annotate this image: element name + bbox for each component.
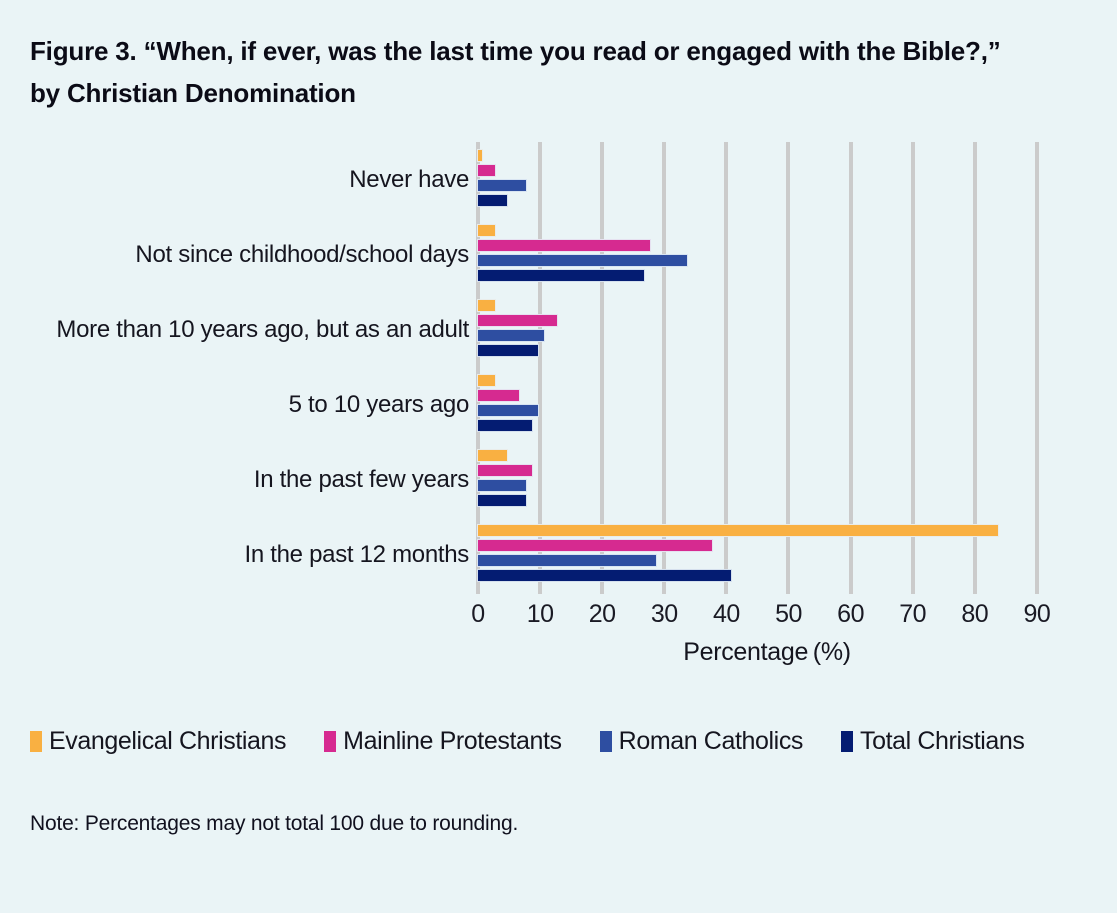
bar-mainline-protestants xyxy=(477,239,651,253)
bar-evangelical-christians xyxy=(477,449,509,463)
category-label: Not since childhood/school days xyxy=(135,240,469,268)
bar-group xyxy=(477,517,1057,592)
bar-mainline-protestants xyxy=(477,164,496,178)
bar-group xyxy=(477,142,1057,217)
figure-title: Figure 3. “When, if ever, was the last t… xyxy=(30,36,1001,109)
tick-label: 80 xyxy=(961,600,989,629)
bar-evangelical-christians xyxy=(477,374,496,388)
bar-mainline-protestants xyxy=(477,389,521,403)
category-label: Never have xyxy=(349,165,469,193)
category-label: More than 10 years ago, but as an adult xyxy=(56,315,469,343)
gridline xyxy=(724,142,729,595)
bar-roman-catholics xyxy=(477,554,658,568)
legend-label: Roman Catholics xyxy=(618,727,804,756)
tick-label: 40 xyxy=(712,600,740,629)
legend-swatch-icon xyxy=(30,731,42,753)
tick-label: 0 xyxy=(471,600,485,629)
gridline xyxy=(538,142,543,595)
tick-label: 70 xyxy=(899,600,927,629)
bar-roman-catholics xyxy=(477,479,527,493)
category-label: In the past 12 months xyxy=(244,540,469,568)
category-labels: Never have Not since childhood/school day… xyxy=(0,142,477,594)
bar-group xyxy=(477,217,1057,292)
bar-group xyxy=(477,367,1057,442)
tick-label: 60 xyxy=(837,600,864,629)
x-axis-ticks: 0 10 20 30 40 50 60 70 80 90 xyxy=(471,594,1057,630)
bar-roman-catholics xyxy=(477,404,540,418)
legend-item-roman-catholics: Roman Catholics xyxy=(599,727,804,756)
bar-total-christians xyxy=(477,194,509,208)
footnote: Note: Percentages may not total 100 due … xyxy=(30,812,519,836)
bar-evangelical-christians xyxy=(477,149,484,163)
plot-area xyxy=(476,142,1057,595)
legend-label: Total Christians xyxy=(860,727,1025,756)
bar-evangelical-christians xyxy=(477,224,496,238)
gridline xyxy=(1034,142,1039,595)
legend-item-evangelical-christians: Evangelical Christians xyxy=(30,727,287,756)
x-axis-title: Percentage (%) xyxy=(683,638,851,667)
tick-label: 10 xyxy=(526,600,554,629)
legend-swatch-icon xyxy=(324,731,337,753)
bar-roman-catholics xyxy=(477,179,527,193)
bar-total-christians xyxy=(477,269,645,283)
bar-evangelical-christians xyxy=(477,299,496,313)
legend-item-total-christians: Total Christians xyxy=(841,727,1025,756)
legend-swatch-icon xyxy=(841,731,854,753)
legend-label: Evangelical Christians xyxy=(49,727,287,756)
legend: Evangelical Christians Mainline Protestan… xyxy=(30,727,1117,756)
bar-mainline-protestants xyxy=(477,539,713,553)
bar-evangelical-christians xyxy=(477,524,999,538)
tick-label: 90 xyxy=(1023,600,1051,629)
legend-item-mainline-protestants: Mainline Protestants xyxy=(324,727,562,756)
gridline xyxy=(662,142,667,595)
gridline xyxy=(910,142,915,595)
bar-roman-catholics xyxy=(477,329,546,343)
bar-mainline-protestants xyxy=(477,464,533,478)
bar-total-christians xyxy=(477,494,527,508)
bar-total-christians xyxy=(477,569,732,583)
legend-label: Mainline Protestants xyxy=(343,727,562,756)
bar-group xyxy=(477,292,1057,367)
bar-total-christians xyxy=(477,344,540,358)
bar-group xyxy=(477,442,1057,517)
gridline xyxy=(476,142,480,595)
bar-chart: Never have Not since childhood/school day… xyxy=(0,142,1117,595)
gridline xyxy=(786,142,791,595)
gridline xyxy=(972,142,977,595)
bar-mainline-protestants xyxy=(477,314,558,328)
tick-label: 30 xyxy=(650,600,678,629)
bar-total-christians xyxy=(477,419,533,433)
category-label: 5 to 10 years ago xyxy=(288,390,470,418)
tick-label: 50 xyxy=(775,600,802,629)
bar-roman-catholics xyxy=(477,254,689,268)
category-label: In the past few years xyxy=(253,465,469,493)
gridline xyxy=(600,142,605,595)
tick-label: 20 xyxy=(588,600,616,629)
legend-swatch-icon xyxy=(599,731,612,753)
gridline xyxy=(848,142,853,595)
